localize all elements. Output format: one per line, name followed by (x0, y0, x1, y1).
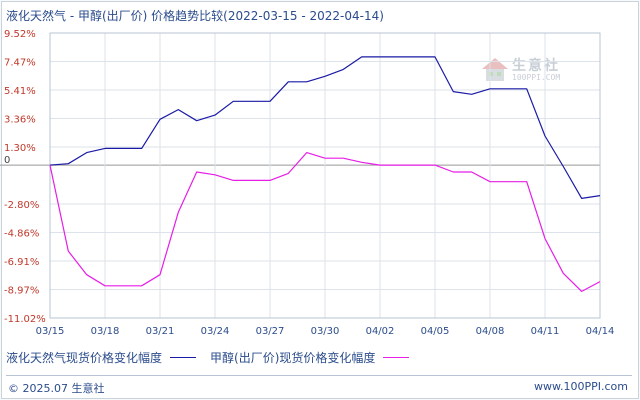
x-tick-label: 03/30 (311, 326, 340, 337)
plot-border (49, 32, 601, 319)
y-tick-label: -8.97% (4, 286, 39, 297)
chart-title: 液化天然气 - 甲醇(出厂价) 价格趋势比较(2022-03-15 - 2022… (6, 7, 384, 24)
x-tick-label: 04/02 (366, 326, 395, 337)
legend: 液化天然气现货价格变化幅度 甲醇(出厂价)现货价格变化幅度 (6, 349, 423, 366)
legend-label-methanol: 甲醇(出厂价)现货价格变化幅度 (210, 351, 376, 365)
y-tick-label: -11.02% (4, 314, 46, 325)
legend-label-lng: 液化天然气现货价格变化幅度 (6, 351, 163, 365)
y-tick-label: -4.86% (4, 229, 39, 240)
y-tick-label: -6.91% (4, 257, 39, 268)
footer-divider (6, 375, 632, 376)
watermark-brand: 生意社 (512, 58, 560, 74)
y-tick-label: 5.41% (4, 86, 36, 97)
date-range: (2022-03-15 - 2022-04-14) (223, 9, 384, 23)
x-tick-label: 04/14 (586, 326, 615, 337)
x-tick-label: 03/27 (256, 326, 285, 337)
series-line-methanol (49, 152, 601, 292)
legend-item-methanol: 甲醇(出厂价)现货价格变化幅度 (210, 349, 410, 366)
copyright: © 2025.07 生意社 (8, 382, 105, 395)
x-tick-label: 04/08 (476, 326, 505, 337)
series-lines (49, 56, 601, 292)
title-text: 液化天然气 - 甲醇(出厂价) 价格趋势比较 (6, 9, 224, 23)
site-link[interactable]: www.100PPI.com (534, 380, 628, 393)
axes (49, 32, 601, 319)
grid (0, 32, 601, 319)
y-tick-label: 7.47% (4, 57, 36, 68)
y-tick-labels: 9.52% 7.47% 5.41% 3.36% 1.30%0 -2.80% -4.86% -6… (4, 29, 46, 325)
y-tick-label: 0 (4, 155, 10, 166)
x-tick-label: 04/05 (421, 326, 450, 337)
x-tick-label: 03/21 (146, 326, 175, 337)
series-line-lng (49, 56, 601, 199)
watermark-url: 100PPI.COM (512, 73, 561, 82)
footer: © 2025.07 生意社 www.100PPI.com (0, 373, 640, 400)
legend-swatch-lng (170, 357, 197, 358)
x-tick-labels: 03/15 03/18 03/21 03/24 03/27 03/30 04/02 04/05… (36, 326, 615, 337)
x-tick-label: 04/11 (531, 326, 560, 337)
y-tick-label: 9.52% (4, 29, 36, 40)
y-tick-label: 1.30% (4, 143, 36, 154)
y-tick-label: -2.80% (4, 200, 39, 211)
legend-swatch-methanol (383, 357, 410, 358)
line-chart: 9.52% 7.47% 5.41% 3.36% 1.30%0 -2.80% -4.86% -6… (0, 29, 615, 337)
x-tick-label: 03/18 (91, 326, 120, 337)
y-tick-label: 3.36% (4, 114, 36, 125)
x-tick-label: 03/24 (201, 326, 230, 337)
x-tick-label: 03/15 (36, 326, 65, 337)
legend-item-lng: 液化天然气现货价格变化幅度 (6, 349, 197, 366)
